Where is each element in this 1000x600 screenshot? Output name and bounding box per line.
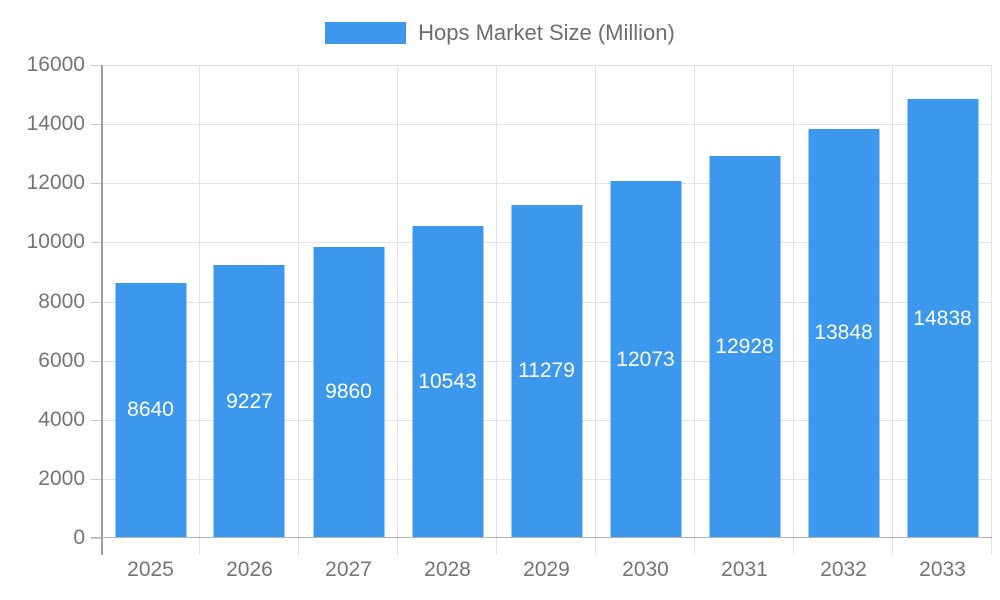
bar-value-label: 11279 xyxy=(518,359,575,383)
vertical-gridline xyxy=(297,65,299,555)
horizontal-gridline xyxy=(101,65,992,66)
x-axis-label: 2025 xyxy=(127,558,174,581)
y-axis-label: 8000 xyxy=(38,289,85,313)
x-axis-line xyxy=(91,537,992,538)
bar-value-label: 8640 xyxy=(127,398,174,422)
x-axis-labels: 2025 2026 2027 2028 2029 2030 2031 2032 2033 xyxy=(101,558,992,588)
horizontal-gridline xyxy=(101,183,992,185)
bar-value-label: 9227 xyxy=(226,389,273,413)
bar-2032: 13848 xyxy=(808,128,879,538)
y-axis-tick xyxy=(91,360,101,362)
vertical-gridline xyxy=(991,65,992,555)
y-axis-tick xyxy=(91,419,101,421)
bar-2027: 9860 xyxy=(313,246,384,538)
bar-2025: 8640 xyxy=(115,282,186,538)
bar-value-label: 12928 xyxy=(715,334,774,358)
vertical-gridline xyxy=(495,65,497,555)
y-axis-label: 6000 xyxy=(38,348,85,372)
x-axis-label: 2028 xyxy=(424,558,471,581)
vertical-gridline xyxy=(396,65,398,555)
y-axis-tick xyxy=(91,183,101,185)
legend-label: Hops Market Size (Million) xyxy=(418,20,675,45)
x-axis-label: 2032 xyxy=(820,558,867,581)
bar-2031: 12928 xyxy=(709,155,780,538)
bar-value-label: 12073 xyxy=(616,347,675,371)
y-axis-tick xyxy=(91,538,101,539)
bar-value-label: 14838 xyxy=(913,306,972,330)
horizontal-gridline xyxy=(101,124,992,126)
vertical-gridline xyxy=(595,65,596,555)
vertical-gridline xyxy=(693,65,695,555)
bar-2030: 12073 xyxy=(610,181,681,538)
x-axis-label: 2030 xyxy=(622,558,669,581)
y-axis-line xyxy=(101,65,103,555)
bar-value-label: 9860 xyxy=(325,380,372,404)
y-axis-label: 16000 xyxy=(26,53,85,76)
y-axis-label: 4000 xyxy=(38,407,85,431)
y-axis-label: 14000 xyxy=(26,112,85,136)
vertical-gridline xyxy=(891,65,893,555)
y-axis-label: 0 xyxy=(73,526,85,549)
y-axis-label: 10000 xyxy=(26,230,85,254)
legend: Hops Market Size (Million) xyxy=(0,20,1000,46)
y-axis-tick xyxy=(91,65,101,66)
y-axis-tick xyxy=(91,242,101,244)
bar-value-label: 13848 xyxy=(814,321,873,345)
y-axis-label: 12000 xyxy=(26,171,85,195)
bar-2026: 9227 xyxy=(213,265,285,538)
y-axis-tick xyxy=(91,301,101,303)
vertical-gridline xyxy=(793,65,794,555)
x-axis-label: 2026 xyxy=(226,558,273,581)
plot-area: 0 2000 4000 6000 8000 10000 12000 14000 16000 864… xyxy=(27,53,992,555)
y-axis-label: 2000 xyxy=(38,466,85,490)
bar-2033: 14838 xyxy=(907,99,978,538)
y-axis-tick xyxy=(91,124,101,126)
vertical-gridline xyxy=(198,65,200,555)
x-axis-label: 2031 xyxy=(721,558,768,581)
legend-swatch xyxy=(325,22,407,44)
x-axis-label: 2029 xyxy=(523,558,570,581)
y-axis-tick xyxy=(91,478,101,480)
bar-value-label: 10543 xyxy=(418,370,477,394)
bar-2028: 10543 xyxy=(412,226,483,538)
x-axis-label: 2027 xyxy=(325,558,372,581)
bar-2029: 11279 xyxy=(511,204,582,538)
x-axis-label: 2033 xyxy=(919,558,966,581)
